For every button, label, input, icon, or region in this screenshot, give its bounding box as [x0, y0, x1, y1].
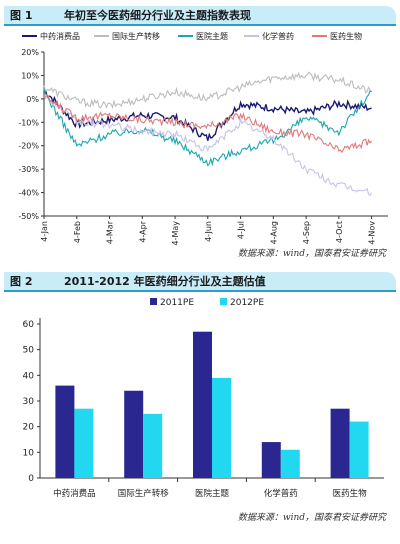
x-tick-label: 4-May [171, 221, 180, 246]
category-label: 化学普药 [264, 488, 298, 499]
y-tick-label: 60 [23, 320, 35, 330]
y-tick-label: 0 [28, 474, 34, 484]
y-tick-label: -10% [18, 118, 39, 127]
x-tick-label: 4-Sep [302, 221, 311, 244]
bar-2011PE-1 [124, 390, 144, 478]
figure2-source: 数据来源：wind，国泰君安证券研究 [237, 513, 386, 523]
y-tick-label: 0% [26, 95, 39, 104]
bar-chart: 2011PE 2012PE 0 10 20 30 40 50 60 中药消费品 国际生产转移 医院主题… [23, 298, 384, 499]
line-chart: 中药消费品 国际生产转移 医院主题 化学普药 医药生物 20% 10% 0% -10% -20% -… [18, 31, 388, 246]
category-label: 中药消费品 [53, 488, 96, 499]
figure2-number: 图 2 [10, 275, 33, 288]
legend-label-1: 国际生产转移 [112, 31, 160, 41]
legend-swatch-bar-1 [220, 298, 227, 305]
figure2-title: 2011-2012 年医药细分行业及主题估值 [64, 275, 266, 288]
x-tick-label: 4-Aug [269, 221, 278, 244]
bar-2012PE-4 [349, 421, 369, 478]
legend-label-2: 医院主题 [196, 31, 228, 41]
x-tick-label: 4-Apr [138, 220, 147, 242]
x-tick-label: 4-Jun [204, 221, 213, 242]
bar-2011PE-3 [261, 442, 281, 478]
y-tick-label: -30% [18, 165, 39, 174]
series-line-1 [43, 71, 373, 110]
legend-label-0: 中药消费品 [40, 31, 80, 41]
legend-label-bar-1: 2012PE [230, 298, 264, 308]
y-tick-label: 40 [23, 371, 35, 381]
y-tick-label: 20% [21, 48, 39, 57]
x-tick-label: 4-Jan [40, 221, 49, 242]
y-tick-label: -40% [18, 189, 39, 198]
legend-label-3: 化学普药 [262, 31, 294, 41]
y-tick-label: 50 [23, 346, 35, 356]
figure1-header: 图 1 年初至今医药细分行业及主题指数表现 [4, 6, 396, 26]
legend-label-4: 医药生物 [330, 31, 362, 41]
x-tick-label: 4-Nov [368, 221, 377, 245]
bar-2011PE-4 [330, 408, 350, 478]
y-tick-label: -20% [18, 142, 39, 151]
figure1-title: 年初至今医药细分行业及主题指数表现 [64, 9, 251, 22]
y-tick-label: 30 [23, 397, 35, 407]
series-line-4 [43, 94, 373, 154]
category-label: 医药生物 [333, 488, 368, 499]
bar-2012PE-3 [280, 449, 300, 478]
bar-2012PE-0 [74, 408, 94, 478]
category-label: 医院主题 [195, 488, 230, 499]
x-tick-label: 4-Feb [73, 221, 82, 243]
bar-2012PE-2 [212, 377, 231, 478]
legend-label-bar-0: 2011PE [160, 298, 194, 308]
figure2-header: 图 2 2011-2012 年医药细分行业及主题估值 [4, 272, 396, 292]
x-tick-label: 4-Mar [106, 220, 115, 244]
y-tick-label: 20 [23, 423, 35, 433]
category-label: 国际生产转移 [118, 488, 170, 499]
y-tick-label: 10 [23, 448, 35, 458]
legend-swatch-bar-0 [150, 298, 157, 305]
series-line-2 [43, 88, 372, 167]
figure1-number: 图 1 [10, 9, 33, 22]
bar-2012PE-1 [143, 413, 163, 478]
series-line-3 [43, 93, 373, 197]
x-tick-label: 4-Oct [335, 221, 344, 243]
bar-2011PE-2 [193, 331, 212, 478]
y-tick-label: -50% [18, 212, 39, 221]
x-tick-label: 4-Jul [237, 221, 246, 239]
figure1-source: 数据来源：wind，国泰君安证券研究 [237, 249, 386, 259]
bar-2011PE-0 [55, 385, 75, 478]
y-tick-label: 10% [21, 71, 39, 80]
